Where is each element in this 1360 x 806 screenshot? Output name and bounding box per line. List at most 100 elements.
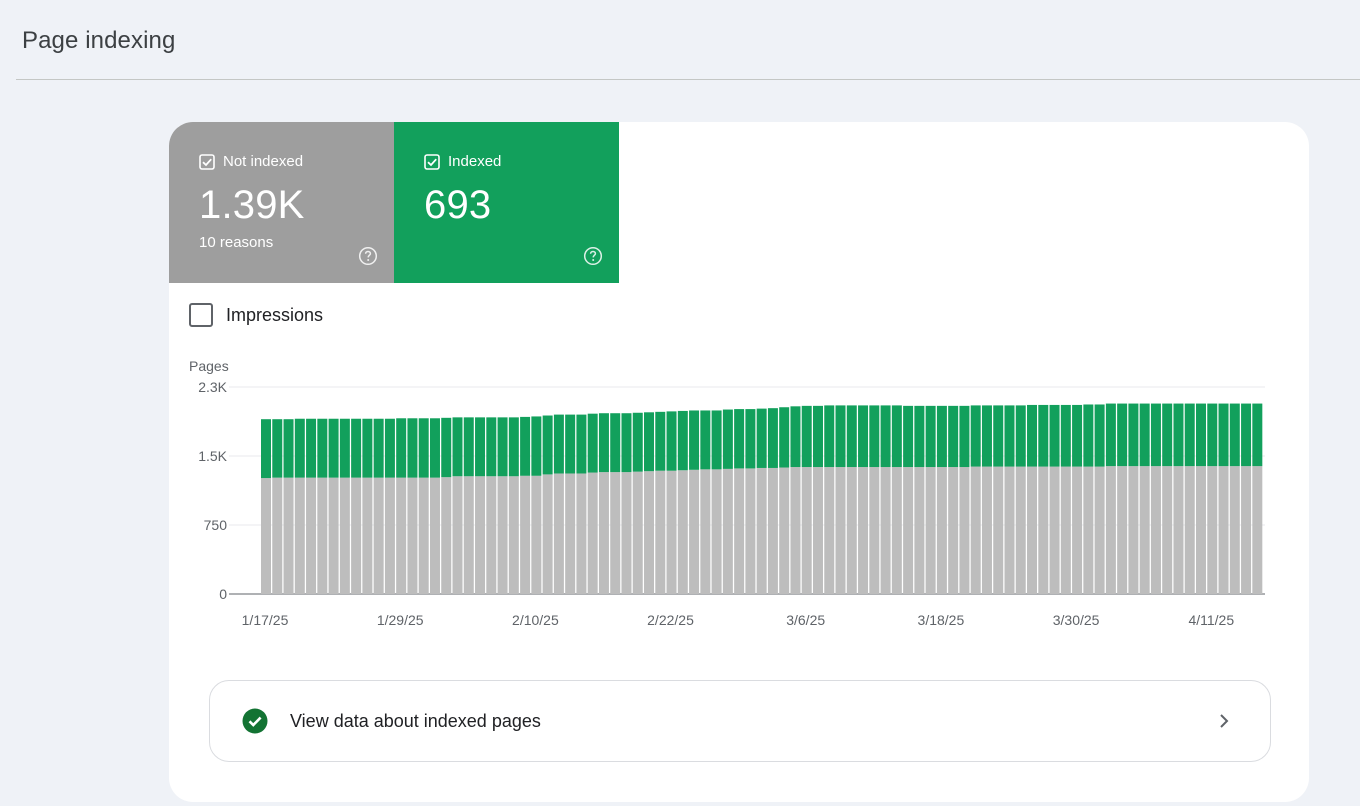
- bar-not-indexed: [531, 475, 542, 594]
- bar-not-indexed: [621, 472, 632, 594]
- bar-indexed: [565, 414, 576, 474]
- bar-indexed: [384, 418, 395, 478]
- bar-not-indexed: [891, 467, 902, 594]
- bar-indexed: [429, 418, 440, 478]
- bar-indexed: [925, 405, 936, 468]
- bar-not-indexed: [959, 467, 970, 594]
- impressions-toggle[interactable]: Impressions: [189, 303, 323, 327]
- bar-indexed: [1049, 404, 1060, 467]
- bar-not-indexed: [407, 477, 418, 594]
- bar-not-indexed: [993, 466, 1004, 594]
- bar-indexed: [880, 405, 891, 468]
- bar-not-indexed: [1195, 466, 1206, 594]
- bar-indexed: [261, 419, 271, 479]
- view-indexed-pages-label: View data about indexed pages: [290, 710, 541, 731]
- bar-indexed: [339, 418, 350, 478]
- bar-not-indexed: [261, 478, 271, 594]
- y-tick-label: 0: [219, 586, 227, 602]
- bar-indexed: [508, 417, 519, 477]
- bar-indexed: [294, 418, 305, 478]
- bar-indexed: [1060, 404, 1071, 467]
- bar-not-indexed: [824, 467, 835, 594]
- bar-not-indexed: [756, 467, 767, 594]
- bar-indexed: [666, 411, 677, 471]
- checked-checkbox-icon[interactable]: [424, 153, 440, 170]
- bar-indexed: [1094, 404, 1105, 467]
- bar-not-indexed: [734, 468, 745, 594]
- bar-not-indexed: [1038, 466, 1049, 594]
- bar-not-indexed: [858, 467, 869, 594]
- bar-indexed: [351, 418, 362, 478]
- bar-not-indexed: [981, 466, 992, 594]
- bar-indexed: [1207, 403, 1218, 467]
- checked-checkbox-icon[interactable]: [199, 153, 215, 170]
- bar-indexed: [407, 418, 418, 478]
- not-indexed-reasons: 10 reasons: [199, 234, 274, 251]
- bar-not-indexed: [497, 476, 508, 594]
- bar-indexed: [396, 418, 407, 478]
- bar-indexed: [418, 418, 429, 478]
- pages-chart: Pages 0 750 1.5K 2.3K 1/17/25 1/29/25 2/10/25…: [189, 358, 1265, 628]
- bar-indexed: [824, 405, 835, 468]
- bar-indexed: [1105, 403, 1116, 467]
- indexed-metric-tile[interactable]: Indexed 693: [394, 122, 619, 283]
- title-divider: [16, 79, 1360, 80]
- bar-not-indexed: [846, 467, 857, 594]
- bar-not-indexed: [835, 467, 846, 594]
- bar-indexed: [734, 409, 745, 469]
- bar-not-indexed: [801, 467, 812, 594]
- bar-indexed: [1162, 403, 1173, 467]
- bar-indexed: [542, 415, 553, 475]
- bar-indexed: [835, 405, 846, 468]
- bar-not-indexed: [272, 477, 283, 594]
- bar-indexed: [1184, 403, 1195, 467]
- bar-not-indexed: [1173, 466, 1184, 594]
- bar-not-indexed: [970, 466, 981, 594]
- bar-not-indexed: [880, 467, 891, 594]
- bar-not-indexed: [294, 477, 305, 594]
- bar-not-indexed: [632, 471, 643, 594]
- bar-indexed: [441, 417, 452, 478]
- not-indexed-value: 1.39K: [199, 183, 305, 227]
- bar-indexed: [520, 416, 531, 476]
- help-icon[interactable]: [358, 246, 378, 266]
- bar-not-indexed: [767, 467, 778, 594]
- bar-not-indexed: [373, 477, 384, 594]
- bar-indexed: [452, 417, 463, 477]
- bar-indexed: [858, 405, 869, 468]
- chevron-right-icon: [1220, 714, 1229, 728]
- bar-not-indexed: [869, 467, 880, 594]
- help-icon[interactable]: [583, 246, 603, 266]
- bar-not-indexed: [666, 470, 677, 594]
- bar-not-indexed: [1139, 466, 1150, 594]
- x-tick-label: 1/17/25: [242, 612, 289, 628]
- bar-indexed: [475, 417, 486, 477]
- bar-not-indexed: [418, 477, 429, 594]
- x-tick-label: 3/18/25: [918, 612, 965, 628]
- x-tick-label: 2/22/25: [647, 612, 694, 628]
- bar-not-indexed: [745, 468, 756, 594]
- not-indexed-metric-tile[interactable]: Not indexed 1.39K 10 reasons: [169, 122, 394, 283]
- bar-not-indexed: [1252, 466, 1263, 594]
- bar-indexed: [576, 414, 587, 474]
- bar-not-indexed: [1105, 466, 1116, 594]
- bar-not-indexed: [452, 476, 463, 594]
- bar-not-indexed: [1049, 466, 1060, 594]
- indexed-label: Indexed: [448, 153, 502, 170]
- bar-indexed: [981, 405, 992, 467]
- bar-indexed: [598, 413, 609, 473]
- bar-indexed: [745, 409, 756, 469]
- bar-indexed: [632, 412, 643, 472]
- bar-indexed: [1241, 403, 1252, 467]
- bar-indexed: [756, 408, 767, 468]
- bar-not-indexed: [339, 477, 350, 594]
- impressions-checkbox[interactable]: [189, 303, 213, 327]
- check-circle-icon: [242, 708, 268, 734]
- bar-not-indexed: [1083, 466, 1094, 594]
- bar-not-indexed: [903, 467, 914, 594]
- bar-indexed: [1072, 404, 1083, 467]
- view-indexed-pages-link[interactable]: View data about indexed pages: [209, 680, 1271, 762]
- bar-indexed: [1252, 403, 1263, 467]
- bar-not-indexed: [429, 477, 440, 594]
- bar-not-indexed: [565, 473, 576, 594]
